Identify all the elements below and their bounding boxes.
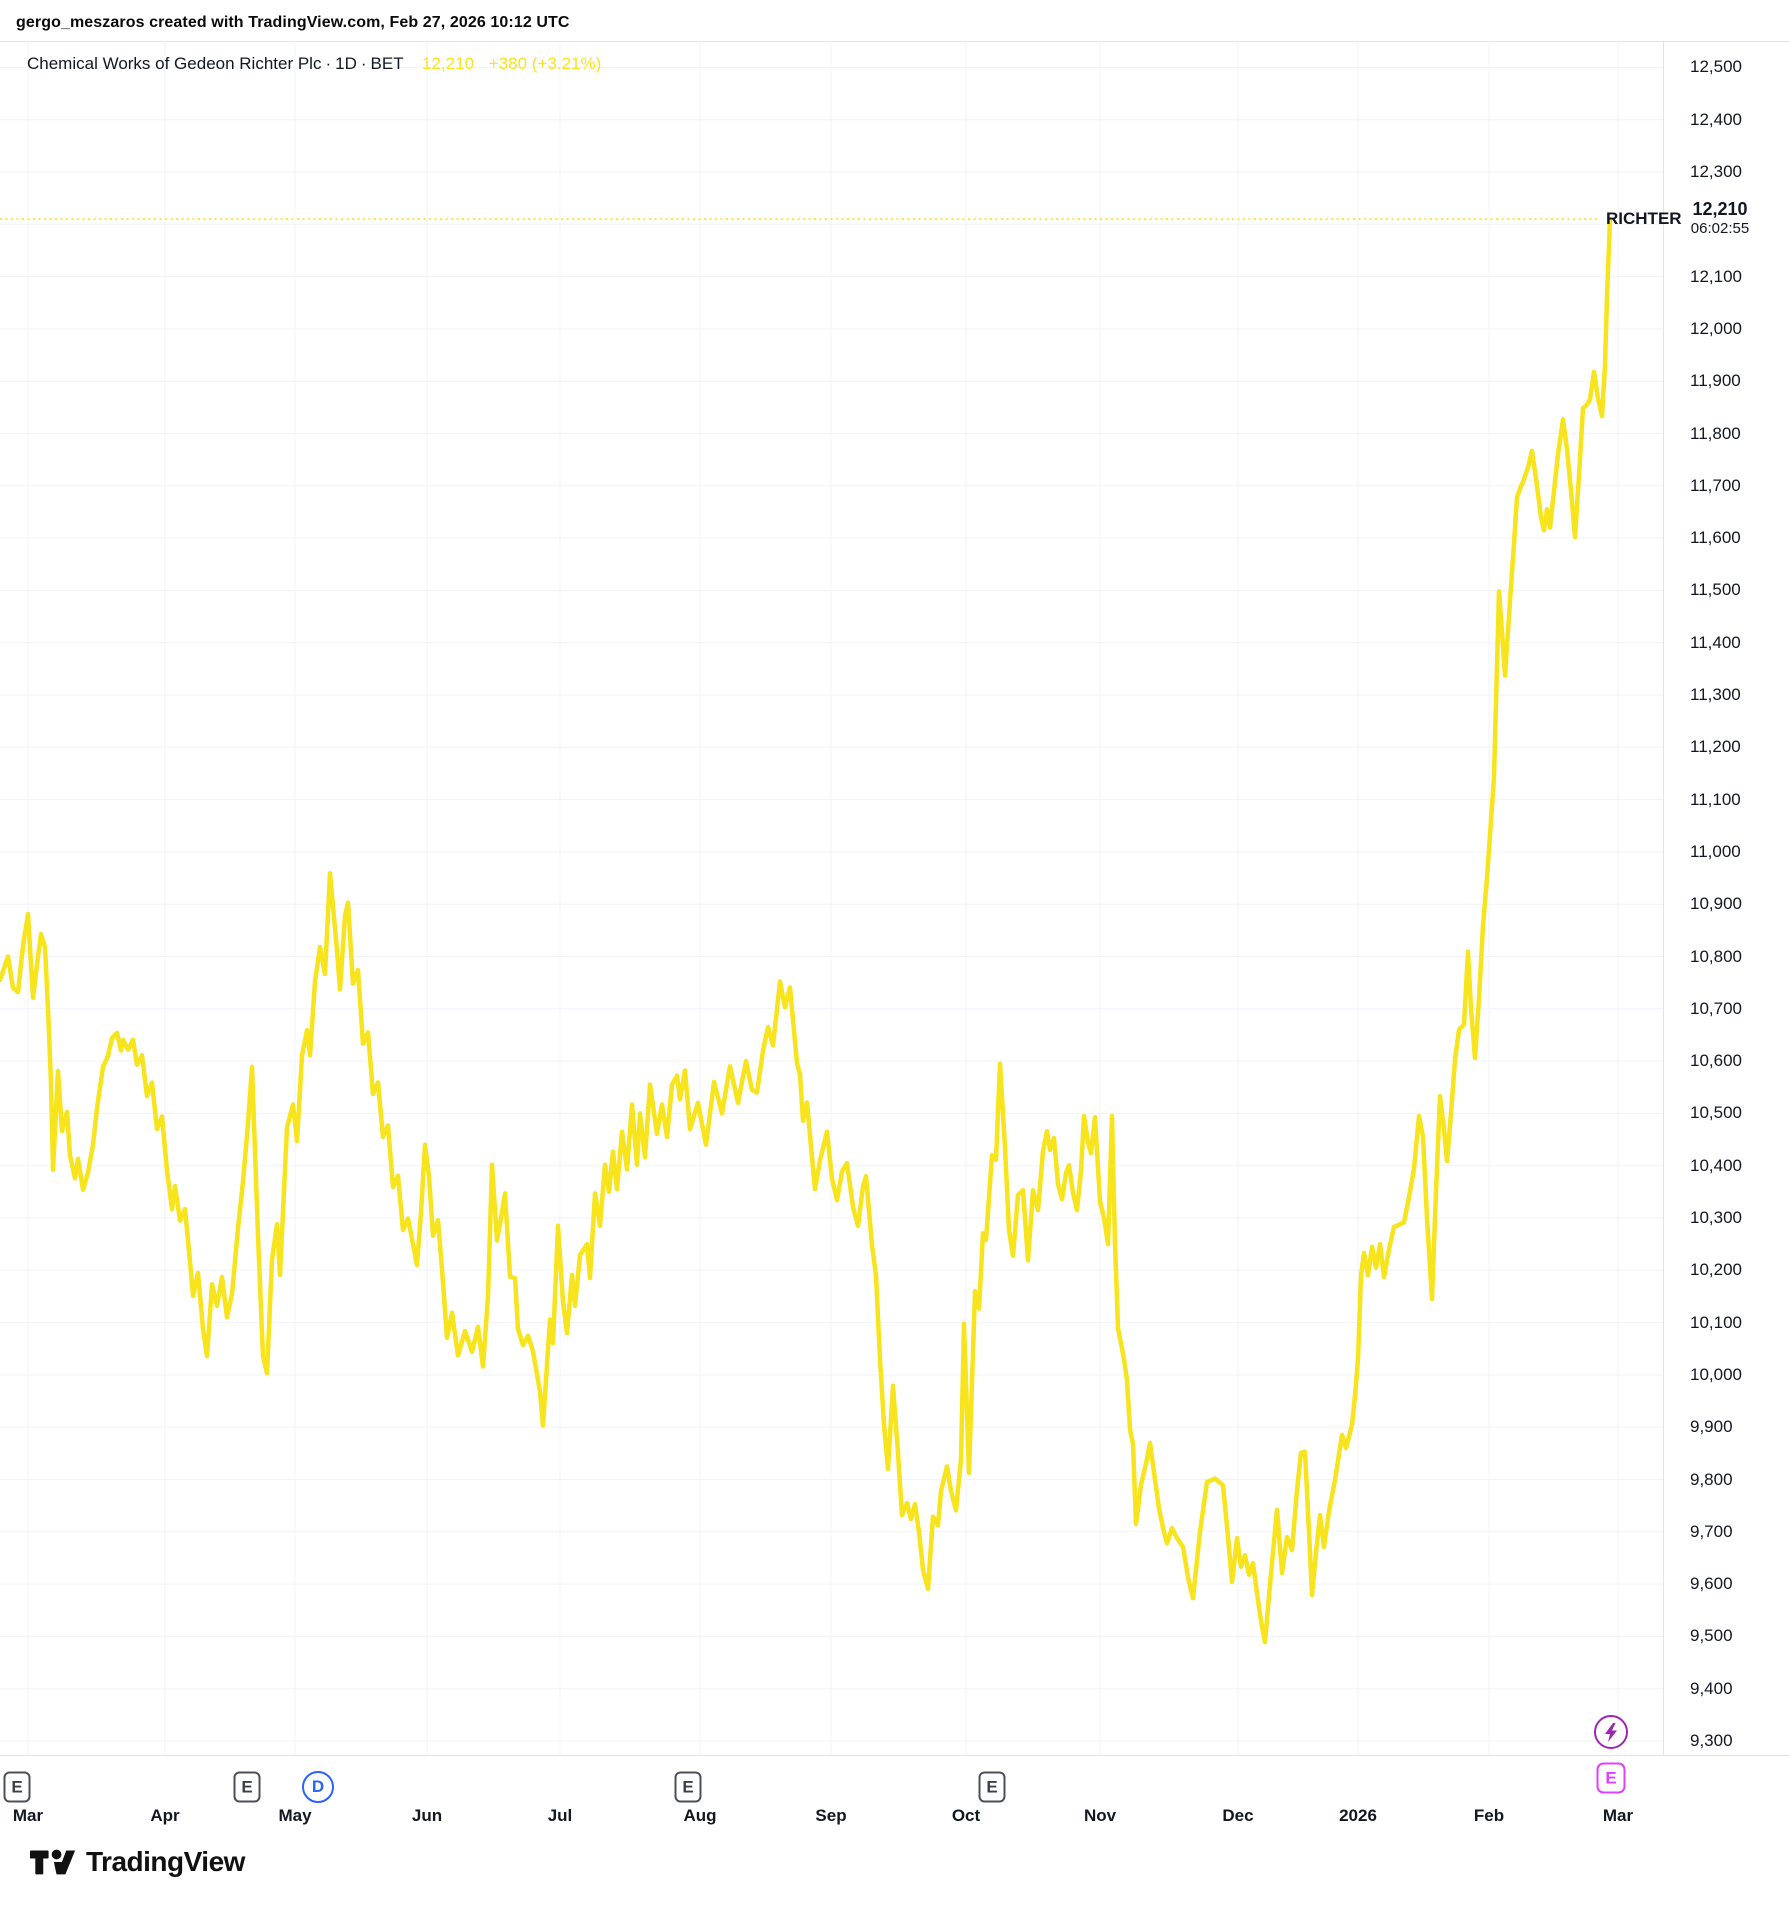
price-scale-label: 9,900 (1690, 1417, 1733, 1437)
tradingview-footer[interactable]: TradingView (30, 1842, 245, 1882)
horizontal-gridlines (0, 66, 1663, 1742)
earnings-marker[interactable]: E (3, 1771, 31, 1803)
price-scale-label: 12,400 (1690, 109, 1742, 129)
time-scale-label: Feb (1473, 1806, 1505, 1825)
earnings-marker[interactable]: E (978, 1771, 1006, 1803)
time-scale-label: May (278, 1806, 312, 1825)
symbol-title: Chemical Works of Gedeon Richter Plc (27, 54, 322, 73)
price-scale-label: 10,100 (1690, 1312, 1742, 1332)
vertical-gridlines (27, 41, 1619, 1755)
earnings-marker[interactable]: E (674, 1771, 702, 1803)
time-scale-label: Jun (411, 1806, 443, 1825)
chart-legend[interactable]: Chemical Works of Gedeon Richter Plc · 1D ·… (27, 54, 601, 74)
price-scale-label: 12,500 (1690, 57, 1742, 77)
price-scale-label: 11,600 (1690, 528, 1741, 548)
price-scale-label: 9,700 (1690, 1521, 1733, 1541)
price-scale-label: 10,400 (1690, 1155, 1742, 1175)
price-line-series (0, 216, 1613, 1645)
time-scale-label: Aug (683, 1806, 717, 1825)
tradingview-brand-text: TradingView (86, 1846, 245, 1877)
price-scale-label: 11,500 (1690, 580, 1741, 600)
time-scale-label: Nov (1083, 1806, 1117, 1825)
price-scale-label: 10,600 (1690, 1051, 1742, 1071)
separator-dot: · (325, 54, 332, 73)
time-scale-label: Sep (815, 1806, 847, 1825)
price-scale-label: 11,900 (1690, 371, 1741, 391)
time-scale-label: Oct (951, 1806, 981, 1825)
time-scale-label: 2026 (1339, 1806, 1377, 1825)
upcoming-earnings-marker[interactable]: E (1596, 1762, 1626, 1794)
price-scale-border (1663, 41, 1664, 1755)
price-scale-label: 10,700 (1690, 998, 1742, 1018)
price-scale-label: 9,600 (1690, 1574, 1733, 1594)
earnings-marker[interactable]: E (233, 1771, 261, 1803)
price-scale-label: 11,700 (1690, 475, 1741, 495)
price-scale-label: 11,300 (1690, 685, 1741, 704)
price-scale-label: 9,500 (1690, 1626, 1733, 1646)
bar-countdown-timer: 06:02:55 (1690, 220, 1750, 238)
lightning-bolt-icon (1605, 1722, 1617, 1742)
dividend-marker[interactable]: D (302, 1771, 334, 1803)
price-scale-label: 11,100 (1690, 789, 1741, 809)
symbol-price-flag: RICHTER (1606, 209, 1682, 229)
last-price-value: 12,210 (422, 54, 475, 73)
time-scale-label: Mar (1602, 1806, 1634, 1825)
price-scale-label: 12,000 (1690, 318, 1742, 338)
time-scale-label: Apr (150, 1806, 180, 1825)
price-change-value: +380 (+3.21%) (488, 54, 602, 73)
current-price-value: 12,210 (1692, 199, 1748, 220)
exchange-label: BET (370, 54, 404, 73)
price-scale-label: 10,300 (1690, 1208, 1742, 1227)
price-scale-label: 11,000 (1690, 841, 1741, 861)
price-scale-label: 12,100 (1690, 266, 1742, 286)
price-scale-label: 12,300 (1690, 162, 1742, 181)
time-scale-label: Jul (547, 1806, 573, 1825)
flash-update-marker[interactable] (1594, 1715, 1628, 1749)
price-scale-label: 11,200 (1690, 737, 1741, 757)
price-scale-label: 9,800 (1690, 1469, 1733, 1489)
current-price-axis-label: 12,210 06:02:55 (1672, 196, 1768, 242)
pane-top-border (0, 41, 1790, 42)
price-scale-label: 11,800 (1690, 423, 1741, 443)
time-scale-label: Dec (1222, 1806, 1254, 1825)
price-scale-label: 10,200 (1690, 1260, 1742, 1280)
time-axis-separator (0, 1755, 1790, 1756)
price-scale-label: 10,800 (1690, 946, 1742, 966)
time-scale-label: Mar (12, 1806, 44, 1825)
price-scale-label: 10,500 (1690, 1103, 1742, 1123)
attribution-text: gergo_meszaros created with TradingView.… (16, 14, 570, 31)
separator-dot: · (360, 54, 367, 73)
price-scale-label: 10,000 (1690, 1364, 1742, 1384)
price-scale-label: 11,400 (1690, 632, 1741, 652)
tradingview-logo-icon (30, 1849, 76, 1875)
interval-label: 1D (335, 54, 357, 73)
price-scale-label: 9,400 (1690, 1678, 1733, 1698)
price-scale-label: 9,300 (1690, 1731, 1733, 1750)
price-scale-label: 10,900 (1690, 894, 1742, 914)
